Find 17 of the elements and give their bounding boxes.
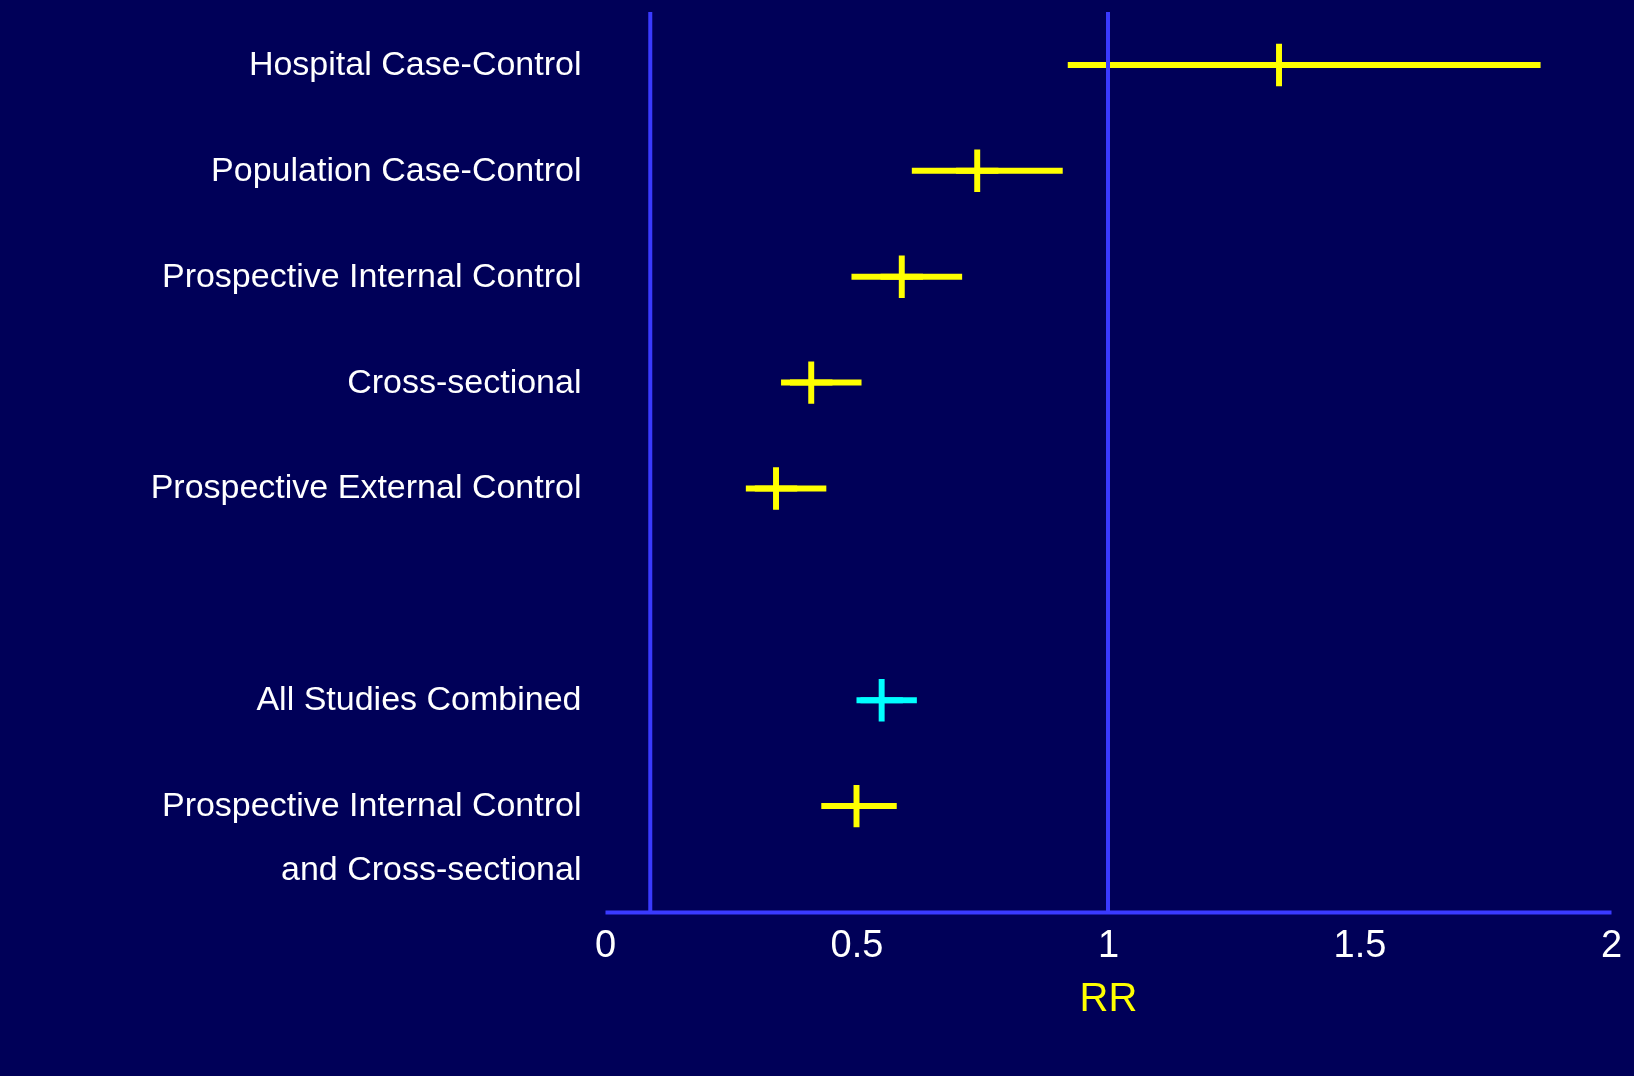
x-tick-label: 0.5: [830, 922, 884, 965]
y-tick-label: Cross-sectional: [347, 361, 582, 400]
y-tick-label: Hospital Case-Control: [248, 43, 582, 82]
y-tick-label: Population Case-Control: [211, 149, 582, 188]
y-tick-label: Prospective External Control: [150, 467, 582, 506]
x-tick-label: 1.5: [1333, 922, 1387, 965]
y-tick-label: Prospective Internal Control: [161, 255, 582, 294]
y-tick-label: All Studies Combined: [256, 679, 582, 718]
y-tick-label: Prospective Internal Control and Cross-sectional: [161, 785, 582, 888]
point: [956, 149, 999, 193]
point: [754, 467, 798, 510]
x-tick-label: 2: [1600, 922, 1623, 965]
point: [790, 361, 833, 404]
x-axis-title: RR: [1079, 974, 1138, 1019]
x-tick-label: 1: [1097, 922, 1120, 965]
point: [880, 255, 923, 298]
x-tick-label: 0: [594, 922, 617, 965]
